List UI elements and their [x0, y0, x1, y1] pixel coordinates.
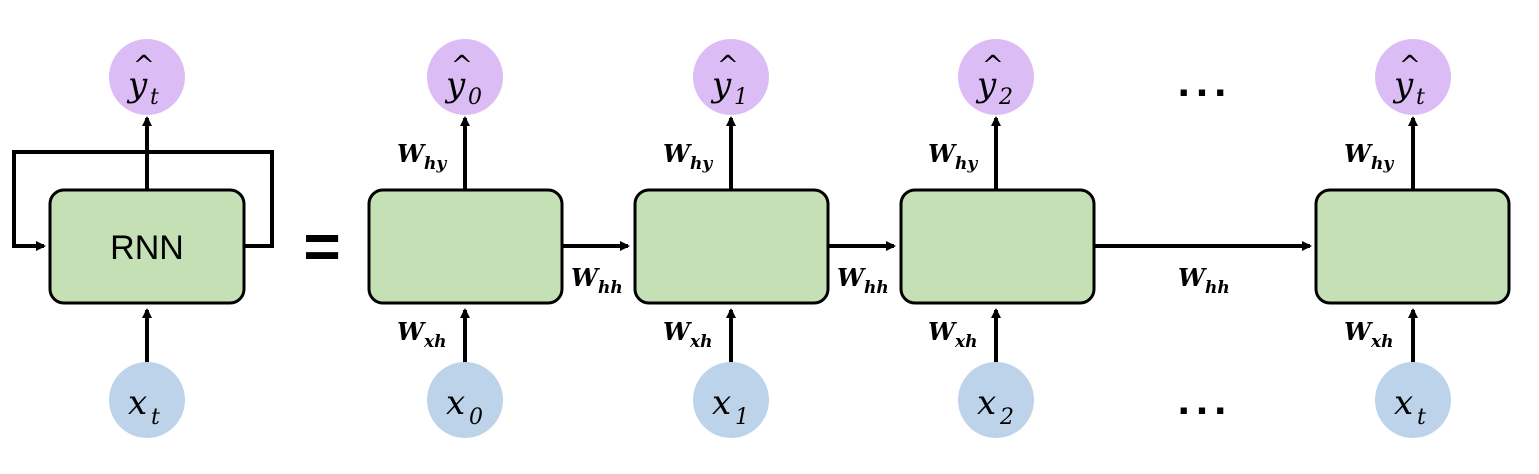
- input-node-1: [693, 362, 769, 438]
- svg-text:^: ^: [982, 51, 1004, 81]
- rnn-cell-2: [899, 188, 1096, 305]
- svg-text:0: 0: [468, 85, 482, 110]
- rnn-cell-t: [1314, 188, 1511, 305]
- whh-label-2: Whh: [1178, 263, 1230, 298]
- svg-text:t: t: [1416, 85, 1425, 110]
- output-node-t: [1375, 39, 1451, 115]
- why-label-2: Why: [928, 139, 978, 174]
- svg-text:x: x: [128, 383, 147, 423]
- svg-text:^: ^: [1399, 51, 1421, 81]
- svg-text:x: x: [977, 383, 996, 423]
- unrolled-step-t: y ^ t Why Wxh x t: [1314, 39, 1511, 438]
- svg-text:y: y: [444, 65, 466, 105]
- why-label-0: Why: [397, 139, 447, 174]
- svg-text:1: 1: [735, 405, 749, 430]
- rnn-cell-label: RNN: [110, 229, 184, 267]
- equals-sign: =: [303, 210, 340, 282]
- svg-text:y: y: [710, 65, 732, 105]
- input-node-t: [1375, 362, 1451, 438]
- ellipsis-top: ...: [1178, 57, 1233, 106]
- svg-text:y: y: [126, 65, 148, 105]
- svg-text:y: y: [1392, 65, 1414, 105]
- whh-label-0: Whh: [571, 263, 623, 298]
- rolled-input-node: x t: [109, 362, 185, 438]
- svg-text:1: 1: [734, 85, 748, 110]
- why-label-1: Why: [663, 139, 713, 174]
- rolled-recurrent-loop: [12, 150, 274, 251]
- svg-text:t: t: [150, 85, 159, 110]
- svg-text:x: x: [1394, 383, 1413, 423]
- wxh-label-t: Wxh: [1344, 317, 1393, 352]
- ellipsis-bottom: ...: [1178, 375, 1233, 424]
- wxh-label-2: Wxh: [928, 317, 977, 352]
- wxh-label-1: Wxh: [663, 317, 712, 352]
- svg-text:2: 2: [999, 405, 1014, 430]
- input-node-0: [427, 362, 503, 438]
- output-node-0: [427, 39, 503, 115]
- output-node-2: [958, 39, 1034, 115]
- svg-text:t: t: [1417, 405, 1426, 430]
- rolled-rnn-cell: [48, 188, 246, 305]
- unrolled-step-0: y ^ 0 Why Wxh x 0: [367, 39, 564, 438]
- unrolled-step-2: y ^ 2 Why Wxh x 2: [899, 39, 1096, 438]
- rolled-output-node: y ^ t: [109, 39, 185, 115]
- wxh-label-0: Wxh: [397, 317, 446, 352]
- svg-text:^: ^: [451, 51, 473, 81]
- why-label-t: Why: [1344, 139, 1394, 174]
- svg-text:t: t: [151, 405, 160, 430]
- unrolled-step-1: y ^ 1 Why Wxh x 1: [633, 39, 830, 438]
- input-node-2: [958, 362, 1034, 438]
- svg-text:0: 0: [469, 405, 483, 430]
- svg-text:x: x: [446, 383, 465, 423]
- rnn-cell-0: [367, 188, 564, 305]
- whh-label-1: Whh: [837, 263, 889, 298]
- svg-text:2: 2: [998, 85, 1013, 110]
- svg-text:x: x: [712, 383, 731, 423]
- svg-text:y: y: [975, 65, 997, 105]
- rnn-cell-1: [633, 188, 830, 305]
- rolled-rnn: y ^ t RNN x t: [12, 39, 274, 438]
- output-node-1: [693, 39, 769, 115]
- svg-text:^: ^: [717, 51, 739, 81]
- svg-text:^: ^: [133, 51, 155, 81]
